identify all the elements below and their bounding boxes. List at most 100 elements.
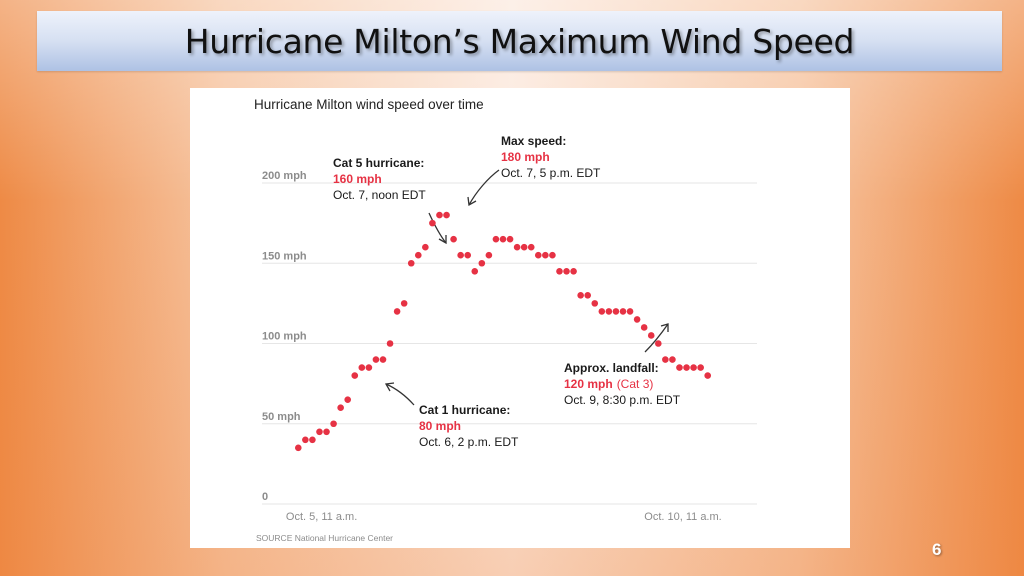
annotation-max-heading: Max speed: [501, 134, 566, 148]
data-point [309, 436, 316, 444]
data-points [294, 211, 712, 452]
data-point [492, 235, 500, 243]
data-point [704, 372, 712, 379]
data-point [478, 259, 486, 267]
annotation-cat5-value: 160 mph [333, 172, 382, 186]
page-number: 6 [932, 540, 942, 559]
wind-speed-chart: Hurricane Milton wind speed over time 0 5… [254, 97, 757, 543]
data-point [534, 251, 542, 259]
annotation-max-date: Oct. 7, 5 p.m. EDT [501, 166, 601, 180]
chart-source: SOURCE National Hurricane Center [256, 533, 393, 543]
annotation-landfall-extra: (Cat 3) [617, 377, 654, 391]
slide-title-box: Hurricane Milton’s Maximum Wind Speed [37, 11, 1002, 71]
annotation-landfall: Approx. landfall: 120 mph (Cat 3) Oct. 9,… [564, 323, 681, 407]
chart-title: Hurricane Milton wind speed over time [254, 97, 484, 112]
data-point [294, 444, 302, 452]
data-point [640, 324, 648, 331]
y-tick-label: 200 mph [262, 170, 307, 182]
data-point [577, 292, 584, 299]
data-point [485, 251, 493, 259]
data-point [584, 292, 592, 299]
data-point [337, 404, 344, 412]
data-point [414, 251, 422, 259]
data-point [400, 300, 408, 307]
annotation-max-arrowhead [467, 196, 477, 207]
annotation-max-arrow [468, 169, 500, 206]
annotation-max: Max speed: 180 mph Oct. 7, 5 p.m. EDT [467, 134, 601, 207]
data-point [626, 308, 634, 315]
data-point [386, 340, 394, 347]
data-point [619, 308, 627, 315]
y-tick-label: 100 mph [262, 331, 307, 343]
slide-title: Hurricane Milton’s Maximum Wind Speed [184, 21, 855, 61]
annotation-landfall-value-line: 120 mph (Cat 3) [564, 377, 653, 391]
annotation-landfall-arrow [644, 323, 669, 353]
data-point [429, 219, 436, 227]
data-point [330, 420, 337, 428]
data-point [358, 364, 366, 371]
y-tick-label: 150 mph [262, 250, 307, 262]
annotation-cat1-arrow [385, 383, 415, 406]
data-point [697, 364, 704, 371]
annotation-cat1-arrowhead [384, 382, 395, 392]
data-point [690, 364, 697, 371]
y-tick-label: 50 mph [262, 411, 301, 423]
data-point [372, 356, 380, 363]
data-point [633, 316, 641, 323]
annotation-cat1-value: 80 mph [419, 419, 461, 433]
data-point [499, 235, 507, 243]
data-point [542, 251, 549, 259]
data-point [471, 267, 479, 275]
data-point [302, 436, 309, 444]
data-point [563, 267, 570, 275]
data-point [556, 267, 563, 275]
data-point [605, 308, 613, 315]
data-point [323, 428, 330, 436]
data-point [443, 211, 450, 219]
data-point [422, 243, 429, 251]
data-point [365, 364, 373, 371]
data-point [527, 243, 535, 251]
data-point [654, 340, 662, 347]
data-point [591, 300, 599, 307]
data-point [351, 372, 359, 379]
data-point [513, 243, 521, 251]
annotation-cat1: Cat 1 hurricane: 80 mph Oct. 6, 2 p.m. E… [384, 382, 519, 449]
data-point [464, 251, 472, 259]
annotation-max-value: 180 mph [501, 150, 550, 164]
data-point [598, 308, 606, 315]
data-point [570, 267, 577, 275]
data-point [450, 235, 457, 243]
annotation-landfall-value: 120 mph [564, 377, 613, 391]
y-tick-label: 0 [262, 491, 268, 503]
data-point [506, 235, 514, 243]
data-point [393, 308, 401, 315]
data-point [612, 308, 620, 315]
annotation-cat5-arrowhead [438, 235, 447, 245]
data-point [379, 356, 387, 363]
x-axis-ticks: Oct. 5, 11 a.m. Oct. 10, 11 a.m. [286, 511, 722, 523]
data-point [647, 332, 655, 339]
annotation-cat5-arrow [428, 212, 447, 244]
annotation-cat5-date: Oct. 7, noon EDT [333, 188, 426, 202]
chart-panel: Hurricane Milton wind speed over time 0 5… [190, 88, 850, 548]
data-point [676, 364, 683, 371]
x-tick-label: Oct. 5, 11 a.m. [286, 511, 357, 523]
annotation-landfall-heading: Approx. landfall: [564, 361, 659, 375]
data-point [316, 428, 323, 436]
annotation-cat1-date: Oct. 6, 2 p.m. EDT [419, 435, 519, 449]
annotation-cat5: Cat 5 hurricane: 160 mph Oct. 7, noon ED… [333, 156, 447, 245]
annotation-cat1-heading: Cat 1 hurricane: [419, 403, 510, 417]
x-tick-label: Oct. 10, 11 a.m. [644, 511, 721, 523]
gridlines [262, 182, 757, 505]
annotation-landfall-arrowhead [660, 323, 669, 332]
annotation-cat5-heading: Cat 5 hurricane: [333, 156, 424, 170]
annotation-landfall-date: Oct. 9, 8:30 p.m. EDT [564, 393, 681, 407]
data-point [407, 259, 415, 267]
data-point [457, 251, 464, 259]
data-point [662, 356, 669, 363]
y-axis-ticks: 0 50 mph 100 mph 150 mph 200 mph [262, 170, 307, 503]
data-point [549, 251, 556, 259]
data-point [669, 356, 676, 363]
data-point [436, 211, 443, 219]
